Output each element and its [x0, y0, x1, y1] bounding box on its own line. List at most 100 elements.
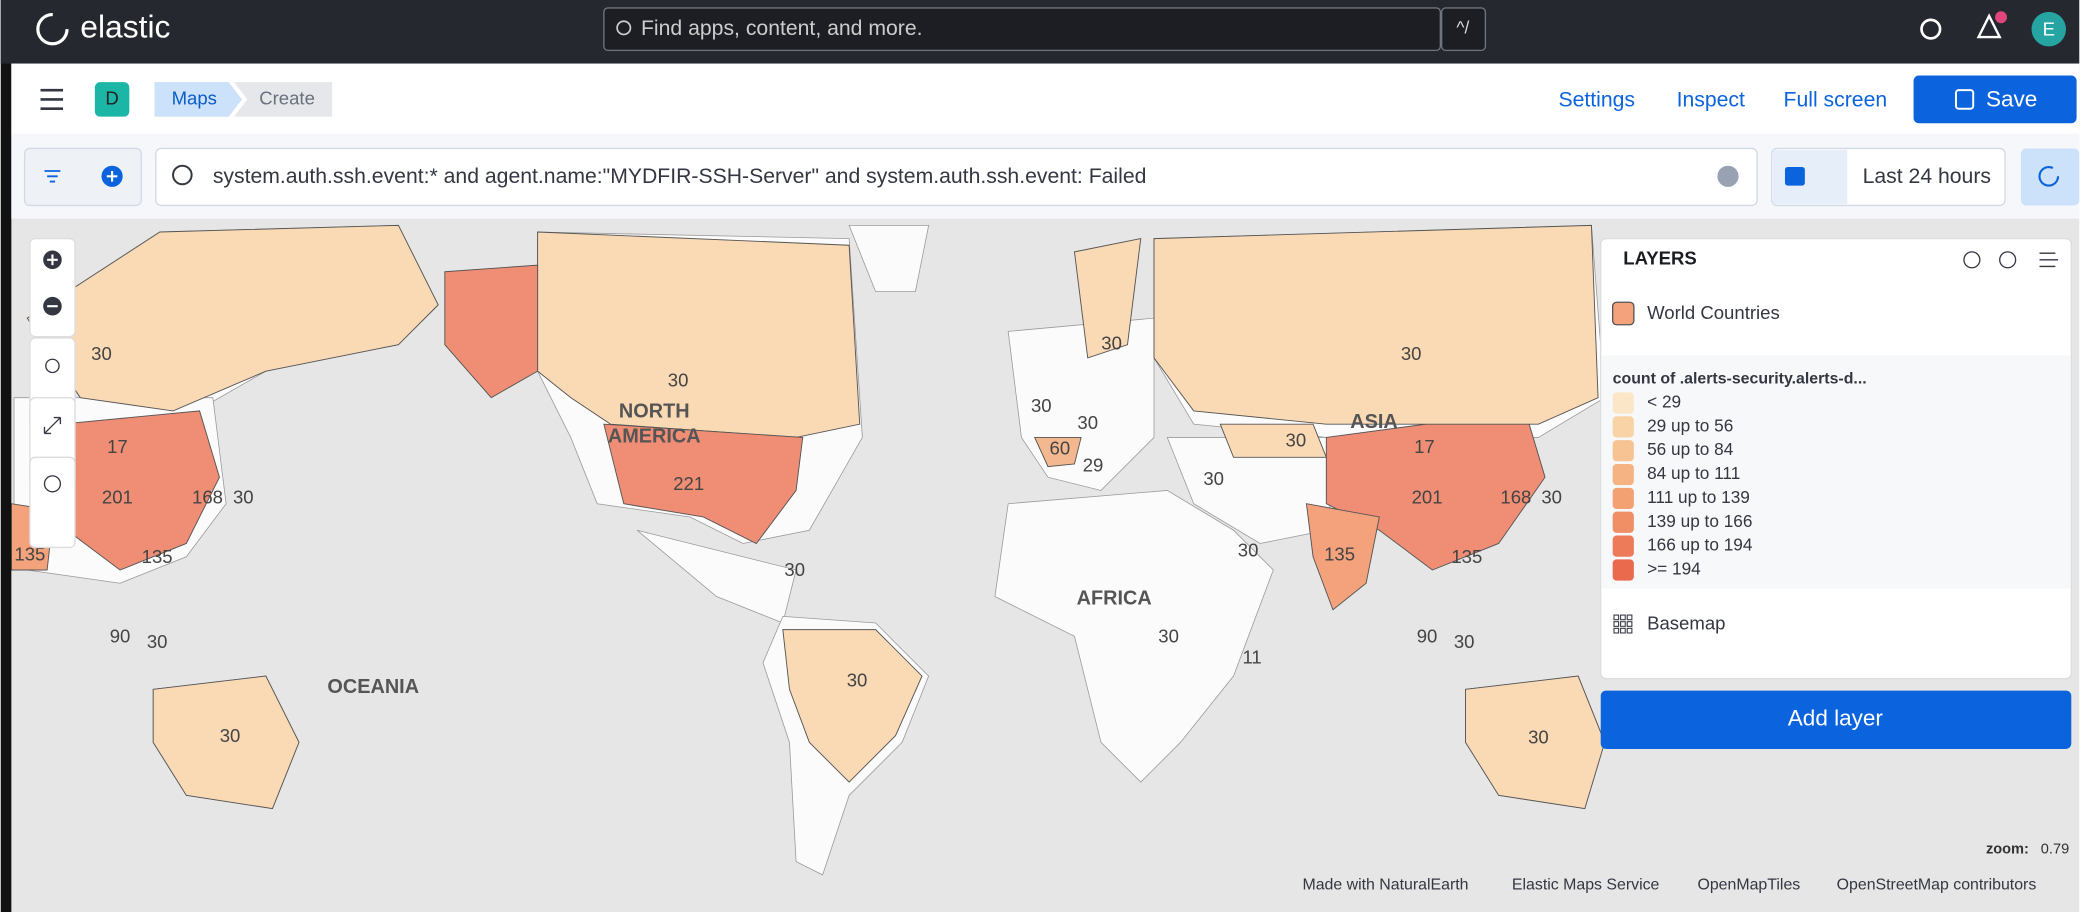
filter-button[interactable] — [23, 147, 142, 207]
clear-icon[interactable] — [1717, 165, 1739, 187]
basemap-icon — [1620, 621, 1626, 627]
save-icon — [1954, 89, 1975, 110]
basemap-icon — [1613, 614, 1620, 621]
search-placeholder: Find apps, content, and more. — [641, 17, 923, 40]
shortcut-box — [1440, 7, 1487, 52]
search-icon — [616, 20, 632, 36]
country — [603, 423, 804, 545]
filter-icon — [44, 170, 61, 183]
country — [444, 264, 539, 399]
map-label: 30 — [1077, 412, 1098, 433]
attribution[interactable]: Made with NaturalEarth — [1302, 877, 1468, 894]
add-layer-label: Add layer — [1788, 706, 1884, 731]
layer-name[interactable]: World Countries — [1647, 302, 1780, 323]
country — [537, 231, 861, 438]
breadcrumb: Maps — [172, 87, 217, 108]
map-label: 168 — [192, 486, 223, 507]
map-control[interactable] — [29, 237, 76, 338]
country — [1033, 436, 1082, 468]
map-label: 30 — [1286, 429, 1307, 450]
map-label: 30 — [784, 559, 805, 580]
map-label: ASIA — [1350, 411, 1398, 433]
menu-icon[interactable] — [40, 88, 64, 111]
refresh-button[interactable] — [2020, 148, 2080, 206]
legend-label: 29 up to 56 — [1647, 415, 1733, 435]
save-button[interactable] — [1913, 75, 2077, 124]
news-icon[interactable] — [1976, 13, 2002, 39]
legend-swatch — [1612, 511, 1634, 533]
legend-swatch — [1612, 559, 1634, 581]
map-label: AFRICA — [1077, 587, 1152, 609]
shortcut: ^/ — [1456, 18, 1469, 38]
map-control[interactable] — [29, 456, 76, 549]
map-label: 135 — [1451, 546, 1482, 567]
map-label: NORTH — [619, 401, 690, 423]
map-label: 90 — [1417, 626, 1438, 647]
map-label: 30 — [233, 486, 254, 507]
basemap-name[interactable]: Basemap — [1647, 612, 1725, 633]
logo-icon — [36, 12, 69, 46]
map-label: 168 — [1500, 486, 1531, 507]
map-label: 17 — [1414, 436, 1435, 457]
refresh-icon — [2038, 165, 2060, 187]
legend-label: 166 up to 194 — [1647, 535, 1753, 555]
legend-swatch — [1612, 440, 1634, 462]
avatar[interactable] — [2031, 11, 2066, 47]
crumb-bg[interactable] — [154, 82, 242, 117]
map-label: 201 — [102, 486, 133, 507]
legend-label: 56 up to 84 — [1647, 439, 1734, 459]
attribution[interactable]: OpenMapTiles — [1697, 877, 1800, 894]
query-search-icon — [172, 164, 193, 186]
land — [848, 224, 930, 293]
legend-title: count of .alerts-security.alerts-d... — [1613, 370, 1867, 387]
country — [1073, 238, 1142, 359]
legend-label: 139 up to 166 — [1647, 511, 1752, 531]
fullscreen-icon — [43, 416, 62, 435]
basemap-icon — [1626, 621, 1633, 627]
hide-all-icon[interactable] — [1963, 251, 1981, 269]
space-letter: D — [105, 87, 118, 108]
show-all-icon[interactable] — [1999, 251, 2017, 269]
map-label: 30 — [147, 631, 168, 652]
add-layer-button[interactable] — [1600, 690, 2072, 749]
legend-swatch — [1612, 535, 1634, 557]
nav-action[interactable]: Full screen — [1784, 88, 1888, 111]
country — [782, 629, 923, 783]
map-label: 221 — [673, 473, 704, 494]
collapse-icon[interactable] — [2039, 252, 2059, 268]
global-search[interactable] — [603, 7, 1441, 52]
country — [152, 675, 300, 810]
legend-swatch — [1612, 487, 1634, 510]
avatar-letter: E — [2043, 18, 2055, 39]
map-label: 30 — [1528, 726, 1549, 747]
basemap-icon — [1613, 621, 1620, 627]
legend-label: >= 194 — [1647, 559, 1701, 579]
map-label: AMERICA — [608, 426, 701, 448]
zoom-value: 0.79 — [2041, 842, 2069, 858]
legend-label: 84 up to 111 — [1647, 463, 1740, 483]
nav-bar — [11, 63, 2080, 134]
query-input[interactable] — [155, 147, 1758, 207]
map-label: 135 — [14, 543, 45, 564]
news-dot — [1995, 11, 2008, 24]
legend-swatch — [1612, 416, 1634, 438]
map-label: 30 — [220, 725, 241, 746]
attribution[interactable]: OpenStreetMap contributors — [1837, 877, 2037, 894]
legend-label: 111 up to 139 — [1647, 487, 1750, 507]
map-label: 29 — [1083, 455, 1104, 476]
map-label: 30 — [1031, 395, 1052, 416]
attribution[interactable]: Elastic Maps Service — [1512, 877, 1660, 894]
help-icon[interactable] — [1920, 18, 1942, 40]
nav-action[interactable]: Inspect — [1677, 88, 1745, 111]
nav-action[interactable]: Settings — [1558, 88, 1635, 111]
map-label: 30 — [1203, 468, 1224, 489]
space-badge[interactable] — [94, 82, 130, 117]
map-label: 30 — [847, 669, 868, 690]
crumb-bg — [234, 82, 333, 117]
date-range: Last 24 hours — [1863, 165, 1991, 188]
map-label: 30 — [668, 370, 689, 391]
logo: elastic — [80, 9, 170, 45]
map-label: 11 — [1242, 647, 1261, 668]
map-label: 30 — [1454, 631, 1475, 652]
map-label: 17 — [107, 436, 128, 457]
